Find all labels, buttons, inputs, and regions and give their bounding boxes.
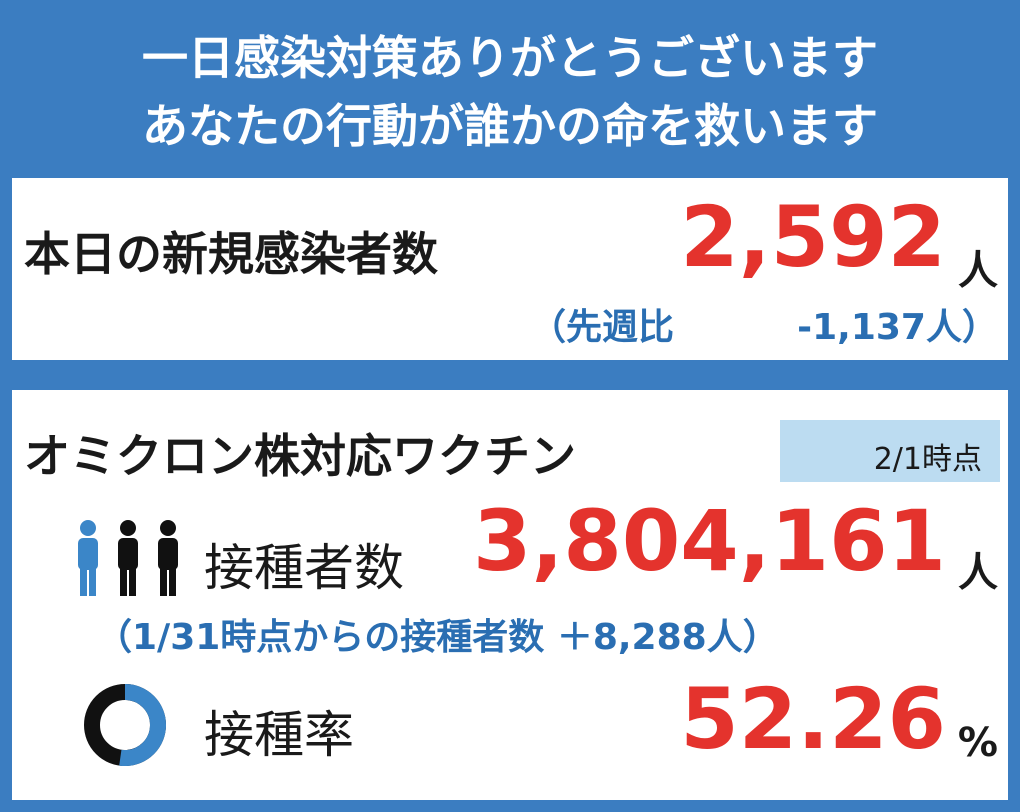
vaccinated-note: （1/31時点からの接種者数 ＋8,288人） <box>96 617 779 658</box>
title: オミクロン株対応ワクチン <box>24 429 576 483</box>
donut-arc <box>119 684 166 766</box>
vaccinated-label: 接種者数 <box>204 539 404 597</box>
comparison-label: （先週比 <box>530 307 675 348</box>
rate-label: 接種率 <box>204 706 354 764</box>
people-icon <box>78 520 178 596</box>
unit: 人 <box>958 550 998 596</box>
rate-value: 52.26 <box>680 670 946 768</box>
header-line: あなたの行動が誰かの命を救います <box>142 99 878 153</box>
comparison-value: -1,137人） <box>797 307 998 348</box>
unit: % <box>957 720 998 766</box>
vaccine-panel: オミクロン株対応ワクチン 2/1時点 接種者数 3,804,161 人 （1/3… <box>12 390 1008 800</box>
infections-panel: 本日の新規感染者数 2,592 人 （先週比 -1,137人） <box>12 178 1008 360</box>
header-line: 一日感染対策ありがとうございます <box>142 31 878 85</box>
label: 本日の新規感染者数 <box>24 227 438 281</box>
unit: 人 <box>958 248 998 294</box>
rate-donut <box>84 684 166 766</box>
as-of: 2/1時点 <box>780 420 1000 482</box>
vaccinated-value: 3,804,161 <box>473 492 946 590</box>
value: 2,592 <box>680 188 946 286</box>
